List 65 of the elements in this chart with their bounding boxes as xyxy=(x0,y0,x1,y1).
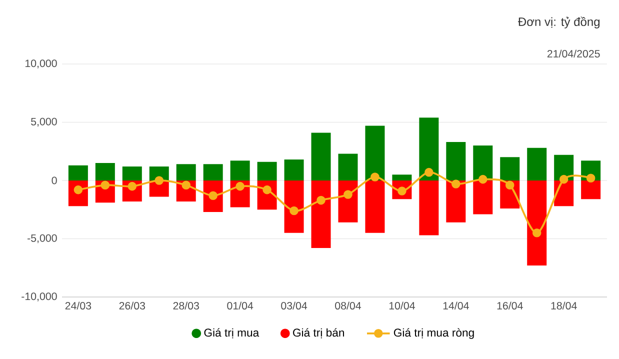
bar xyxy=(311,132,331,180)
bar xyxy=(68,165,88,180)
bar xyxy=(392,174,412,180)
point xyxy=(398,186,406,196)
bar xyxy=(230,160,250,180)
y-tick-label: -10,000 xyxy=(22,292,57,302)
bar xyxy=(581,180,601,200)
x-tick-label: 26/03 xyxy=(119,302,146,310)
x-tick-label: 16/04 xyxy=(497,302,523,310)
chart-subtitle: 21/04/2025 xyxy=(547,50,600,58)
bar xyxy=(95,163,115,180)
x-tick-label: 18/04 xyxy=(551,302,577,310)
point xyxy=(182,180,191,190)
x-tick-label: 10/04 xyxy=(389,302,415,310)
y-tick-label: 5,000 xyxy=(31,118,57,127)
bar xyxy=(176,164,196,180)
point xyxy=(586,174,596,183)
bar xyxy=(257,162,277,180)
point xyxy=(208,191,218,200)
bar xyxy=(365,180,385,233)
point xyxy=(424,168,434,177)
legend-label: Giá trị mua ròng xyxy=(394,328,474,339)
bar xyxy=(500,157,520,180)
y-tick-label: 0 xyxy=(52,176,57,184)
bar xyxy=(365,126,385,180)
point xyxy=(505,180,514,190)
legend-label: Giá trị bán xyxy=(293,328,344,338)
bar xyxy=(311,180,331,248)
x-tick-label: 14/04 xyxy=(443,302,469,310)
point xyxy=(262,185,272,194)
x-tick-label: 24/03 xyxy=(65,302,92,310)
point xyxy=(370,172,380,182)
point xyxy=(74,185,83,194)
y-tick-label: -5,000 xyxy=(28,234,57,244)
point xyxy=(128,182,137,191)
bar xyxy=(419,118,439,180)
bar xyxy=(419,180,439,236)
bar xyxy=(446,142,466,180)
point xyxy=(532,228,542,238)
point xyxy=(344,190,352,199)
bar xyxy=(284,160,304,180)
point xyxy=(478,174,488,184)
x-tick-label: 03/04 xyxy=(281,302,308,310)
point xyxy=(290,206,298,216)
chart-title: Đơn vị: tỷ đồng xyxy=(518,16,600,28)
bar xyxy=(446,180,466,222)
bar xyxy=(527,180,547,266)
bar xyxy=(203,164,223,180)
bar xyxy=(284,180,304,233)
bar xyxy=(338,154,358,180)
point xyxy=(154,176,164,185)
x-tick-label: 08/04 xyxy=(335,302,362,310)
bar xyxy=(473,180,493,214)
bar xyxy=(527,148,547,180)
point xyxy=(236,182,244,191)
point xyxy=(559,174,568,184)
bar xyxy=(122,166,142,180)
x-tick-label: 28/03 xyxy=(173,302,199,310)
y-tick-label: 10,000 xyxy=(25,60,57,68)
point xyxy=(316,196,326,205)
legend-label: Giá trị mua xyxy=(204,328,260,338)
point xyxy=(100,180,110,190)
x-tick-label: 01/04 xyxy=(227,302,254,310)
bar xyxy=(473,146,493,180)
point xyxy=(452,180,460,188)
